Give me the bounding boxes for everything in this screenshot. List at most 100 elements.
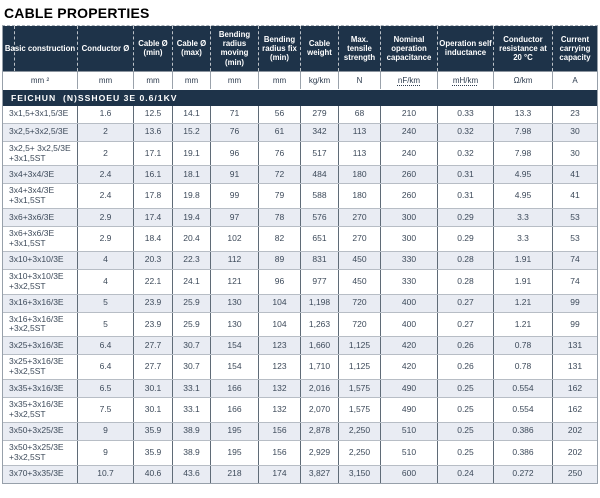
- construction-cell: 3x6+3x6/3E: [9, 211, 55, 222]
- value-cell: 1,575: [338, 380, 380, 398]
- value-cell: 132: [258, 380, 300, 398]
- table-row: 3x2,5+3x2,5/3E 2 13.6 15.2 76 61 342 113 240 0.32…: [3, 122, 597, 141]
- value-cell: 0.25: [437, 380, 493, 398]
- value-cell: 260: [380, 184, 437, 209]
- value-cell: 14.1: [172, 105, 210, 123]
- construction-cell: 3x25+3x16/3E +3x2,5ST: [9, 356, 64, 377]
- value-cell: 15.2: [172, 123, 210, 141]
- value-cell: 2: [77, 123, 133, 141]
- value-cell: 18.4: [133, 227, 172, 251]
- value-cell: 131: [552, 337, 597, 355]
- value-cell: 5: [77, 294, 133, 312]
- value-cell: 2.9: [77, 209, 133, 227]
- construction-cell: 3x35+3x16/3E: [9, 382, 64, 393]
- value-cell: 24.1: [172, 269, 210, 294]
- value-cell: 2,878: [300, 422, 338, 440]
- table-row: 3x1,5+3x1,5/3E 1.6 12.5 14.1 71 56 279 68 210 0.3…: [3, 105, 597, 123]
- value-cell: 0.25: [437, 440, 493, 465]
- construction-cell: 3x35+3x16/3E +3x2,5ST: [9, 399, 64, 419]
- value-cell: 68: [338, 105, 380, 123]
- construction-cell: 3x10+3x10/3E: [9, 254, 64, 265]
- value-cell: 0.78: [493, 337, 552, 355]
- value-cell: 180: [338, 166, 380, 184]
- value-cell: 202: [552, 440, 597, 465]
- value-cell: 0.25: [437, 422, 493, 440]
- value-cell: 4: [77, 269, 133, 294]
- table-row: 3x50+3x25/3E 9 35.9 38.9 195 156 2,878 2,250 510…: [3, 421, 597, 440]
- value-cell: 3,150: [338, 465, 380, 483]
- value-cell: 490: [380, 380, 437, 398]
- value-cell: 25.9: [172, 294, 210, 312]
- value-cell: 0.28: [437, 251, 493, 269]
- value-cell: 0.33: [437, 105, 493, 123]
- value-cell: 400: [380, 312, 437, 337]
- value-cell: 19.8: [172, 184, 210, 209]
- construction-cell: 3x10+3x10/3E +3x2,5ST: [9, 270, 64, 291]
- table-row: 3x35+3x16/3E 6.5 30.1 33.1 166 132 2,016 1,575 4…: [3, 379, 597, 398]
- value-cell: 1,660: [300, 337, 338, 355]
- value-cell: 33.1: [172, 398, 210, 422]
- value-cell: 0.31: [437, 166, 493, 184]
- value-cell: 202: [552, 422, 597, 440]
- value-cell: 2.9: [77, 227, 133, 251]
- column-header: Conductor resistance at 20 °C: [493, 26, 552, 71]
- value-cell: 0.78: [493, 355, 552, 380]
- value-cell: 99: [552, 312, 597, 337]
- construction-cell: 3x4+3x4/3E +3x1,5ST: [9, 185, 55, 206]
- column-header: Basic construction: [3, 26, 77, 71]
- value-cell: 82: [258, 227, 300, 251]
- construction-cell: 3x6+3x6/3E +3x1,5ST: [9, 228, 55, 249]
- value-cell: 104: [258, 312, 300, 337]
- section-header: FEICHUN (N)SSHOEU 3E 0.6/1KV: [3, 88, 597, 106]
- table-row: 3x16+3x16/3E +3x2,5ST 5 23.9 25.9 130 104 1,26…: [3, 311, 597, 337]
- value-cell: 0.24: [437, 465, 493, 483]
- table-row: 3x70+3x35/3E 10.7 40.6 43.6 218 174 3,827 3,150…: [3, 464, 597, 483]
- value-cell: 130: [210, 312, 258, 337]
- value-cell: 0.32: [437, 141, 493, 166]
- value-cell: 300: [380, 227, 437, 251]
- value-cell: 91: [210, 166, 258, 184]
- value-cell: 1,710: [300, 355, 338, 380]
- value-cell: 0.28: [437, 269, 493, 294]
- value-cell: 71: [210, 105, 258, 123]
- value-cell: 1,263: [300, 312, 338, 337]
- unit-cell: mm ²: [30, 75, 50, 85]
- column-header: Cable weight: [300, 26, 338, 71]
- table-body: 3x1,5+3x1,5/3E 1.6 12.5 14.1 71 56 279 68 210 0.3…: [3, 105, 597, 483]
- column-header: Current carrying capacity: [552, 26, 597, 71]
- value-cell: 35.9: [133, 440, 172, 465]
- value-cell: 30.1: [133, 380, 172, 398]
- value-cell: 484: [300, 166, 338, 184]
- construction-cell: 3x50+3x25/3E +3x2,5ST: [9, 441, 64, 462]
- table-row: 3x6+3x6/3E +3x1,5ST 2.9 18.4 20.4 102 82 651 27…: [3, 226, 597, 251]
- value-cell: 22.1: [133, 269, 172, 294]
- unit-cell: A: [552, 71, 597, 89]
- value-cell: 510: [380, 422, 437, 440]
- unit-cell: N: [338, 71, 380, 89]
- value-cell: 2.4: [77, 166, 133, 184]
- value-cell: 23.9: [133, 294, 172, 312]
- value-cell: 2,250: [338, 440, 380, 465]
- value-cell: 6.5: [77, 380, 133, 398]
- column-header: Max. tensile strength: [338, 26, 380, 71]
- value-cell: 1.91: [493, 269, 552, 294]
- value-cell: 10.7: [77, 465, 133, 483]
- value-cell: 0.31: [437, 184, 493, 209]
- column-header: Bending radius moving (min): [210, 26, 258, 71]
- value-cell: 17.1: [133, 141, 172, 166]
- value-cell: 1.21: [493, 312, 552, 337]
- table-row: 3x25+3x16/3E +3x2,5ST 6.4 27.7 30.7 154 123 1,…: [3, 354, 597, 380]
- value-cell: 450: [338, 251, 380, 269]
- value-cell: 20.3: [133, 251, 172, 269]
- value-cell: 16.1: [133, 166, 172, 184]
- value-cell: 1.91: [493, 251, 552, 269]
- unit-cell: mH/km: [437, 71, 493, 89]
- value-cell: 41: [552, 184, 597, 209]
- table-row: 3x50+3x25/3E +3x2,5ST 9 35.9 38.9 195 156 2,92…: [3, 439, 597, 465]
- column-header: Cable Ø (min): [133, 26, 172, 71]
- column-header: Bending radius fix (min): [258, 26, 300, 71]
- value-cell: 0.386: [493, 422, 552, 440]
- value-cell: 112: [210, 251, 258, 269]
